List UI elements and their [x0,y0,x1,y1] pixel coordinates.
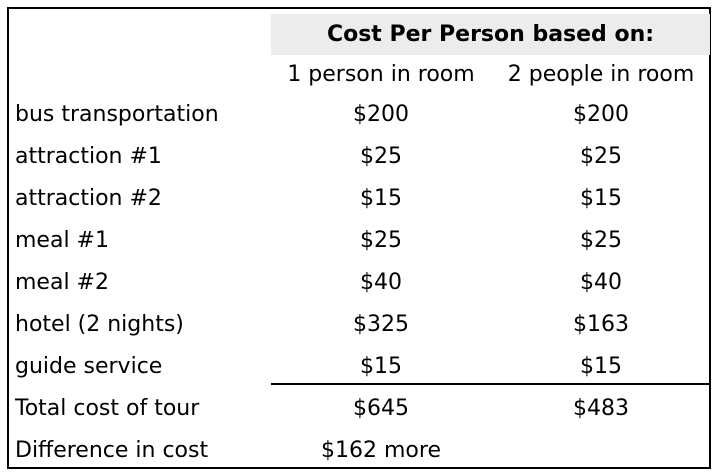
row-label: guide service [15,354,163,379]
row-label: meal #2 [15,270,109,295]
row-label: hotel (2 nights) [15,312,184,337]
difference-row: Difference in cost $162 more [9,430,709,472]
cell-1-person: $25 [360,228,402,253]
cell-2-people: $25 [580,228,622,253]
cell-1-person: $15 [360,354,402,379]
col-header-2-people: 2 people in room [507,62,695,87]
row-label: Total cost of tour [15,396,200,421]
cell-2-people: $25 [580,144,622,169]
cell-2-people: $483 [573,396,629,421]
total-row: Total cost of tour $645 $483 [9,388,709,430]
cell-2-people: $163 [573,312,629,337]
cell-1-person: $200 [353,102,409,127]
row-label: bus transportation [15,102,219,127]
cell-2-people: $200 [573,102,629,127]
col-header-1-person: 1 person in room [287,62,475,87]
cost-table: Cost Per Person based on: 1 person in ro… [7,7,711,469]
row-label: attraction #2 [15,186,162,211]
total-separator-line [271,383,710,385]
table-row: attraction #1 $25 $25 [9,136,709,178]
cell-1-person: $25 [360,144,402,169]
cell-1-person: $325 [353,312,409,337]
row-label: Difference in cost [15,438,209,463]
cell-2-people: $40 [580,270,622,295]
table-row: hotel (2 nights) $325 $163 [9,304,709,346]
table-row: guide service $15 $15 [9,346,709,388]
cell-2-people: $15 [580,354,622,379]
table-row: meal #1 $25 $25 [9,220,709,262]
table-row: attraction #2 $15 $15 [9,178,709,220]
cell-2-people: $15 [580,186,622,211]
cell-1-person: $15 [360,186,402,211]
table-row: meal #2 $40 $40 [9,262,709,304]
group-header: Cost Per Person based on: [271,14,710,55]
cell-1-person: $162 more [321,438,441,463]
cell-1-person: $40 [360,270,402,295]
row-label: attraction #1 [15,144,162,169]
table-row: bus transportation $200 $200 [9,94,709,136]
row-label: meal #1 [15,228,109,253]
cell-1-person: $645 [353,396,409,421]
